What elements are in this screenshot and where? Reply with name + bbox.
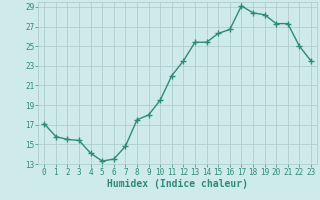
X-axis label: Humidex (Indice chaleur): Humidex (Indice chaleur) bbox=[107, 179, 248, 189]
